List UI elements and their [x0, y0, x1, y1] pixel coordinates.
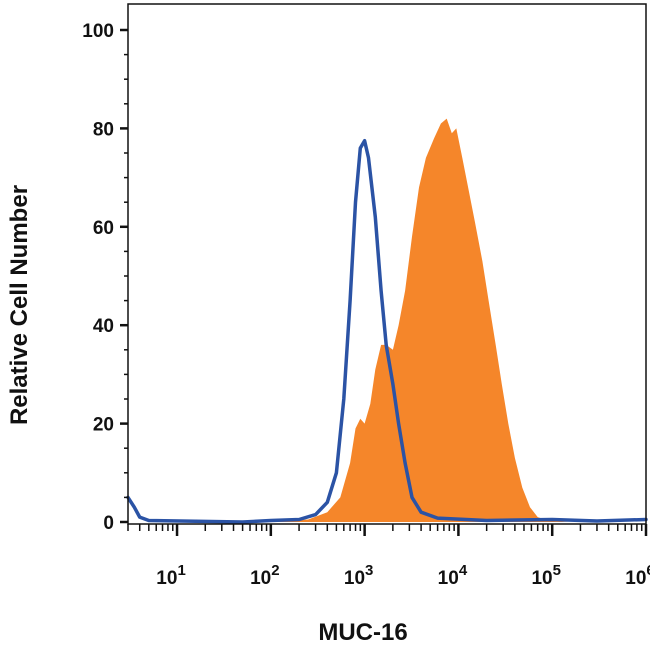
x-tick-label: 103 [344, 562, 373, 589]
y-tick-label: 20 [93, 415, 114, 436]
filled-histogram-series [270, 118, 569, 522]
y-tick-label: 40 [93, 316, 114, 337]
outline-histogram-series [126, 138, 648, 524]
x-tick-label: 106 [625, 562, 650, 589]
y-tick-label: 80 [93, 119, 114, 140]
y-axis-title: Relative Cell Number [6, 185, 33, 425]
plot-frame [127, 3, 647, 525]
x-tick-label: 101 [156, 562, 185, 589]
y-tick-label: 60 [93, 218, 114, 239]
x-tick-label: 105 [531, 562, 560, 589]
labels-layer: 0 20 40 60 80 100 101 102 103 104 105 106 [82, 21, 650, 589]
x-tick-label: 102 [250, 562, 279, 589]
axes-layer [120, 3, 648, 536]
y-tick-label: 0 [103, 513, 114, 534]
series-layer [126, 118, 648, 524]
y-tick-label: 100 [82, 21, 114, 42]
x-tick-label: 104 [438, 562, 468, 589]
x-axis-title: MUC-16 [318, 619, 407, 646]
